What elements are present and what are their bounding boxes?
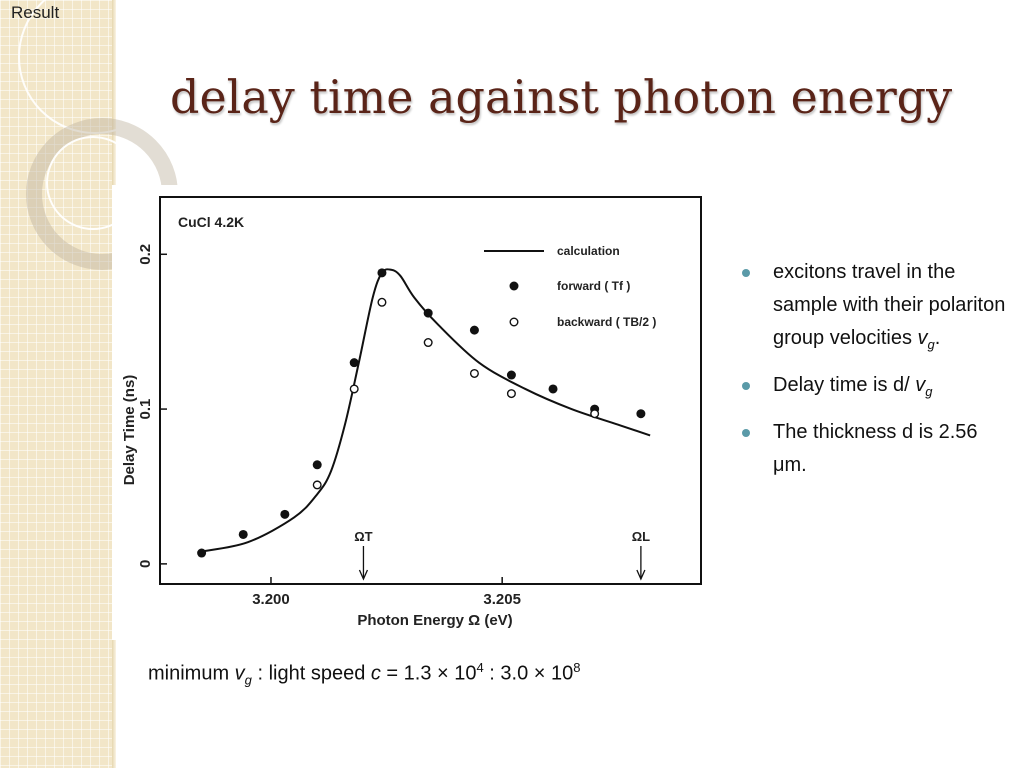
x-axis-label: Photon Energy Ω (eV) <box>357 612 512 629</box>
chart-svg: 3.200 3.205 0 0.1 0.2 ΩT ΩL calculation forwar… <box>112 185 712 640</box>
backward-data-point <box>377 297 387 307</box>
ratio-caption: minimum vg : light speed c = 1.3 × 104 :… <box>148 660 581 688</box>
forward-data-point <box>548 384 558 394</box>
y-tick-label: 0.1 <box>137 399 154 420</box>
decorative-sidebar <box>0 0 112 768</box>
backward-data-point <box>506 389 516 399</box>
energy-marker-arrowhead <box>636 569 646 581</box>
caption-text: : light speed <box>251 662 371 685</box>
y-tick-label: 0.2 <box>137 244 154 265</box>
legend-label: calculation <box>557 244 620 258</box>
bullet-icon <box>742 429 750 437</box>
legend-label: backward ( TB/2 ) <box>557 315 656 329</box>
forward-data-point <box>197 548 207 558</box>
backward-data-point <box>349 384 359 394</box>
chart-annotation: CuCl 4.2K <box>178 214 244 230</box>
y-tick-label: 0 <box>137 560 154 568</box>
calculation-curve <box>201 268 651 553</box>
bullet-item: Delay time is d/ vg <box>742 369 1012 408</box>
backward-data-point <box>590 409 600 419</box>
bullet-variable: v <box>917 327 928 349</box>
forward-data-point <box>377 268 387 278</box>
bullet-text: excitons travel in the sample with their… <box>773 261 1006 349</box>
forward-data-point <box>423 308 433 318</box>
energy-marker-label: ΩL <box>632 529 650 544</box>
slide-title: delay time against photon energy <box>170 70 953 124</box>
chart-background <box>112 185 712 640</box>
bullet-icon <box>742 382 750 390</box>
bullet-text: Delay time is d/ <box>773 374 916 396</box>
x-tick-label: 3.200 <box>252 591 290 608</box>
x-tick-label: 3.205 <box>483 591 521 608</box>
caption-text: minimum <box>148 662 235 685</box>
forward-data-point <box>312 460 322 470</box>
forward-data-point <box>636 409 646 419</box>
plot-frame <box>159 196 702 585</box>
caption-variable: v <box>234 662 245 685</box>
bullet-item: excitons travel in the sample with their… <box>742 256 1012 361</box>
forward-data-point <box>349 358 359 368</box>
backward-data-point <box>423 338 433 348</box>
section-tab-label: Result <box>11 3 60 22</box>
bullet-variable: v <box>915 374 926 396</box>
backward-data-point <box>469 368 479 378</box>
legend-open-symbol <box>509 317 519 327</box>
forward-data-point <box>469 325 479 335</box>
bullet-subscript: g <box>925 384 933 399</box>
bullet-list: excitons travel in the sample with their… <box>742 256 1012 490</box>
bullet-tail: . <box>934 327 941 349</box>
legend-label: forward ( Tf ) <box>557 279 630 293</box>
bullet-text: The thickness d is 2.56 μm. <box>773 421 978 476</box>
bullet-subscript: g <box>927 337 935 352</box>
caption-exponent: 8 <box>573 660 581 675</box>
bullet-item: The thickness d is 2.56 μm. <box>742 416 1012 482</box>
forward-data-point <box>506 370 516 380</box>
legend-filled-symbol <box>509 281 519 291</box>
caption-exponent: 4 <box>476 660 484 675</box>
bullet-icon <box>742 269 750 277</box>
backward-data-point <box>312 480 322 490</box>
energy-marker-arrowhead <box>358 569 369 581</box>
forward-data-point <box>238 529 248 539</box>
y-axis-label: Delay Time (ns) <box>121 375 138 486</box>
delay-time-chart: 3.200 3.205 0 0.1 0.2 ΩT ΩL calculation forwar… <box>112 185 712 640</box>
energy-marker-label: ΩT <box>354 529 372 544</box>
caption-variable: c <box>370 662 381 685</box>
caption-text: : 3.0 × 10 <box>483 662 574 685</box>
forward-data-point <box>280 509 290 519</box>
caption-subscript: g <box>244 672 252 688</box>
caption-text: = 1.3 × 10 <box>380 662 477 685</box>
